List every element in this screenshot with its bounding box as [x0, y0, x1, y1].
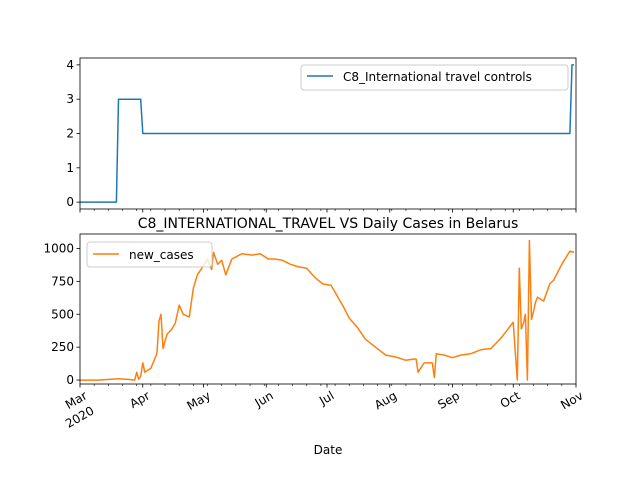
top-series-lines: [80, 64, 574, 203]
bottom-x-axis-label: Date: [314, 443, 343, 457]
top-legend-box: [300, 64, 569, 91]
bottom-y-ticks: 0 250 500 750 1000: [43, 241, 80, 387]
bottom-y-tick-label: 250: [51, 340, 74, 354]
bottom-y-tick-label: 1000: [43, 241, 74, 255]
bottom-y-tick-label: 500: [51, 307, 74, 321]
top-y-tick-label: 1: [66, 161, 74, 175]
top-legend: C8_International travel controls: [300, 64, 569, 91]
bottom-y-tick-label: 0: [66, 373, 74, 387]
bottom-legend-label: new_cases: [129, 248, 194, 262]
top-series-line: [80, 64, 574, 203]
bottom-series-line: [80, 239, 575, 381]
top-y-tick-label: 0: [66, 195, 74, 209]
top-y-ticks: 0 1 2 3 4: [66, 58, 80, 209]
bottom-legend: new_cases: [86, 241, 213, 268]
top-legend-label: C8_International travel controls: [343, 70, 532, 84]
bottom-axes-frame: [79, 233, 577, 385]
top-x-ticks: [79, 209, 577, 213]
top-y-tick-label: 3: [66, 92, 74, 106]
bottom-legend-box: [86, 241, 213, 268]
top-subplot: 0 1 2 3 4 C8_International travel controls: [66, 57, 577, 213]
bottom-x-tick-label: Jul: [316, 388, 336, 408]
bottom-series-lines: [80, 239, 575, 381]
top-y-tick-label: 2: [66, 127, 74, 141]
top-y-tick-label: 4: [66, 58, 74, 72]
bottom-chart-title: C8_INTERNATIONAL_TRAVEL VS Daily Cases i…: [138, 216, 519, 232]
bottom-y-tick-label: 750: [51, 274, 74, 288]
